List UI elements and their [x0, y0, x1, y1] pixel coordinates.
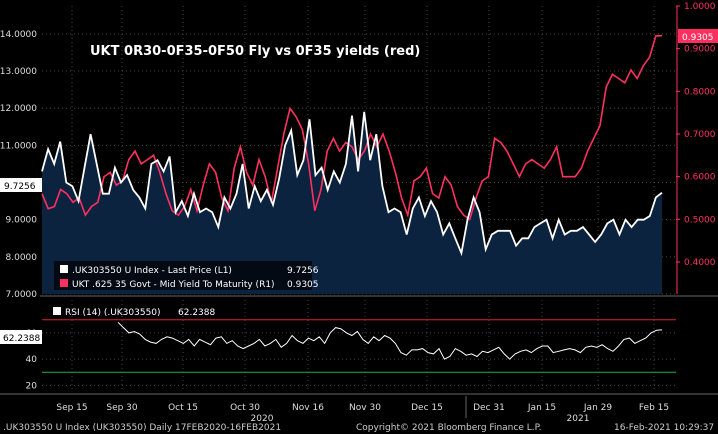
footer-security: .UK303550 U Index (UK303550) Daily 17FEB…: [3, 423, 281, 433]
x-year-label: 2020: [251, 414, 274, 424]
axis-labels: Sep 15 Sep 30 Oct 15 Oct 30 Nov 16 Nov 30 Dec …: [0, 2, 716, 424]
x-tick-label: Dec 15: [411, 403, 443, 413]
last-price-tag-text: 9.7256: [4, 182, 36, 192]
legend-value-yield: 0.9305: [287, 280, 319, 290]
yield-line: [41, 34, 663, 221]
rsi-plot-area: [40, 300, 676, 392]
footer-copyright: Copyright© 2021 Bloomberg Finance L.P.: [356, 423, 541, 433]
rsi-legend-label: RSI (14) (.UK303550): [65, 308, 161, 318]
left-tick-label: 9.0000: [6, 216, 38, 226]
left-tick-label: 7.0000: [6, 290, 38, 300]
x-tick-label: Oct 30: [230, 403, 260, 413]
x-year-label: 2021: [567, 414, 590, 424]
left-tick-label: 13.0000: [0, 67, 37, 77]
right-tick-label: 0.6000: [684, 173, 716, 183]
right-tick-label: 0.7000: [684, 130, 716, 140]
last-yield-tag: 0.9305: [678, 29, 718, 43]
price-line: [41, 111, 663, 257]
rsi-tick-label: 20: [26, 381, 38, 391]
x-tick-label: Sep 30: [106, 403, 138, 413]
right-tick-label: 0.9000: [684, 45, 716, 55]
chart-title: UKT 0R30-0F35-0F50 Fly vs 0F35 yields (r…: [90, 44, 420, 59]
legend-swatch-yield: [60, 279, 68, 287]
main-legend: .UK303550 U Index - Last Price (L1) 9.72…: [54, 261, 319, 290]
price-area-fill: [42, 111, 662, 295]
x-tick-label: Dec 31: [473, 403, 505, 413]
rsi-line: [117, 321, 663, 360]
legend-label-yield: UKT .625 35 Govt - Mid Yield To Maturity…: [72, 280, 275, 290]
legend-swatch-price: [60, 265, 68, 273]
x-tick-label: Jan 15: [527, 403, 556, 413]
last-price-tag: 9.7256: [0, 178, 42, 192]
last-rsi-tag: 62.2388: [0, 330, 42, 344]
last-rsi-tag-text: 62.2388: [3, 334, 40, 344]
rsi-tick-label: 40: [26, 355, 38, 365]
left-tick-label: 11.0000: [0, 141, 37, 151]
main-series-layer: [41, 34, 663, 295]
right-tick-label: 1.0000: [684, 2, 716, 12]
right-tick-label: 0.8000: [684, 87, 716, 97]
legend-label-price: .UK303550 U Index - Last Price (L1): [72, 266, 232, 276]
rsi-series-layer: [117, 321, 663, 360]
right-tick-label: 0.4000: [684, 258, 716, 268]
last-yield-tag-text: 0.9305: [682, 33, 714, 43]
x-tick-label: Nov 16: [292, 403, 324, 413]
legend-value-price: 9.7256: [287, 266, 319, 276]
rsi-legend-swatch: [53, 307, 61, 315]
x-tick-label: Feb 15: [639, 403, 669, 413]
left-tick-label: 12.0000: [0, 104, 37, 114]
footer-timestamp: 16-Feb-2021 10:29:37: [614, 423, 714, 433]
rsi-gridlines: [42, 300, 676, 392]
rsi-legend: RSI (14) (.UK303550) 62.2388: [53, 307, 215, 318]
left-tick-label: 14.0000: [0, 30, 37, 40]
left-tick-label: 8.0000: [6, 253, 38, 263]
x-tick-label: Nov 30: [349, 403, 381, 413]
rsi-legend-value: 62.2388: [178, 308, 215, 318]
right-tick-label: 0.5000: [684, 215, 716, 225]
x-tick-label: Jan 29: [583, 403, 612, 413]
x-tick-label: Sep 15: [56, 403, 87, 413]
x-tick-label: Oct 15: [168, 403, 198, 413]
